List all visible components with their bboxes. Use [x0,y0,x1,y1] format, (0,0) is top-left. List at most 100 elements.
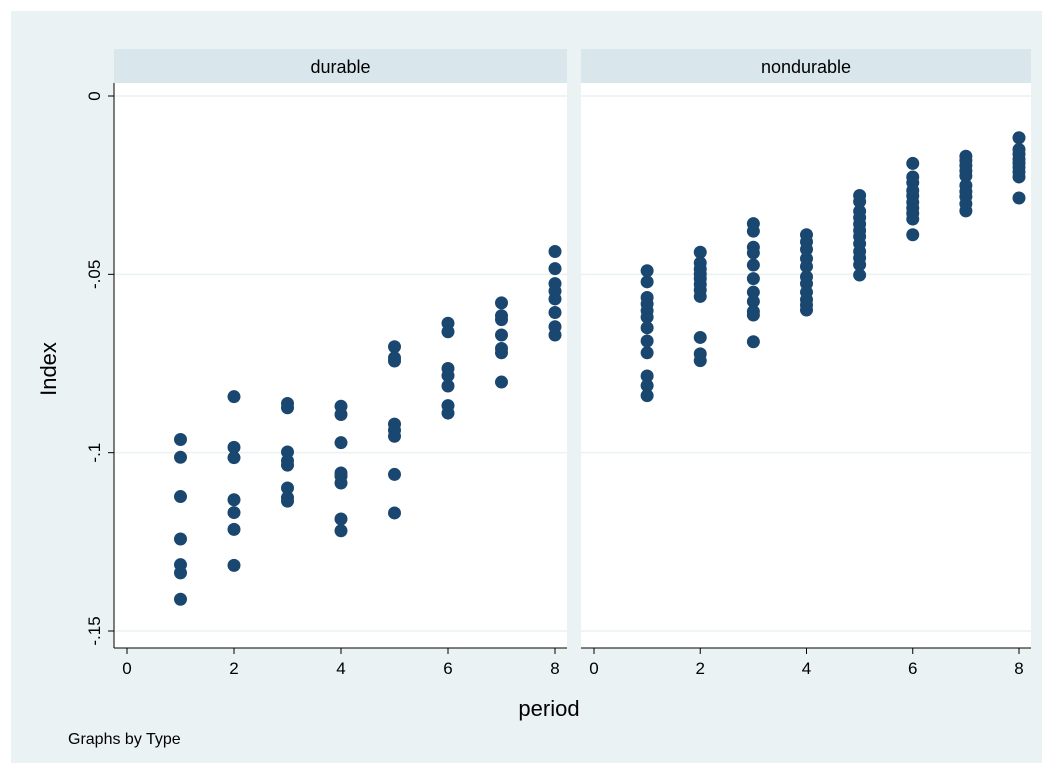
data-point [853,195,867,209]
data-point [441,369,455,383]
data-point [441,406,455,420]
data-point [548,305,562,319]
data-point [640,379,654,393]
x-tick-label: 0 [589,659,598,678]
data-point [388,340,401,354]
data-point [334,436,348,450]
data-point [227,558,241,572]
y-tick-label: -.1 [85,443,104,463]
data-point [640,389,654,403]
panel-nondurable: nondurable 0 2 4 6 8 [581,49,1031,678]
x-tick-label: 2 [229,659,238,678]
data-point [227,493,241,507]
data-point [548,328,562,342]
data-point [281,401,294,415]
x-tick-label: 8 [550,659,559,678]
data-point [800,259,813,273]
data-point [640,264,654,278]
data-point [1012,131,1026,145]
data-point [441,379,455,393]
data-point [640,346,654,360]
data-point [281,481,294,495]
data-point [174,592,187,606]
data-point [227,522,241,536]
data-point [746,294,760,308]
data-point [640,369,654,383]
data-point [281,458,294,472]
data-point [388,429,401,443]
data-point [853,258,867,272]
data-point [227,390,241,404]
data-point [334,512,348,526]
data-point [334,524,348,538]
data-point [174,450,187,464]
x-tick-label: 0 [122,659,131,678]
data-point [693,245,707,259]
data-point [640,321,654,335]
y-axis-title: Index [36,342,61,396]
data-point [548,245,562,259]
data-point [281,494,294,508]
x-tick-label: 4 [336,659,345,678]
data-point [906,228,920,242]
panel-strip-label: durable [310,57,370,77]
data-point [693,289,707,303]
data-point [548,292,562,306]
data-point [853,268,867,282]
y-tick-label: -.15 [85,616,104,645]
data-point [495,296,508,310]
data-point [388,354,401,368]
data-point [548,262,562,276]
x-tick-label: 2 [696,659,705,678]
data-point [640,334,654,348]
data-point [640,275,654,289]
data-point [746,308,760,322]
data-point [334,408,348,422]
panels: durable 0 2 4 6 8 0 -.05 -.1 -.15 nondurable 0 2 4 6 8 [85,49,1031,678]
panel-durable: durable 0 2 4 6 8 0 -.05 -.1 -.15 [85,49,567,678]
x-axis-title: period [518,696,579,721]
data-point [746,285,760,299]
data-point [334,476,348,490]
data-point [174,432,187,446]
panel-strip [114,49,567,83]
data-point [495,375,508,389]
data-point [906,156,920,170]
x-tick-label: 6 [443,659,452,678]
data-point [959,204,973,218]
x-tick-label: 8 [1014,659,1023,678]
data-point [959,169,973,183]
y-tick-label: 0 [85,91,104,100]
data-point [746,335,760,349]
data-point [495,328,508,342]
data-point [906,212,920,226]
data-point [746,272,760,286]
data-point [1012,170,1026,184]
data-point [640,310,654,324]
data-point [441,325,455,339]
data-point [495,346,508,360]
data-point [227,440,241,454]
plot-area [114,83,567,648]
data-point [388,467,401,481]
x-tick-label: 4 [802,659,811,678]
data-point [388,506,401,520]
data-point [495,313,508,327]
data-point [227,506,241,520]
panel-strip [581,49,1031,83]
data-point [174,566,187,580]
data-point [174,490,187,504]
x-tick-label: 6 [908,659,917,678]
data-point [281,445,294,459]
data-point [800,303,813,317]
data-point [693,354,707,368]
data-point [800,242,813,256]
panel-strip-label: nondurable [761,57,851,77]
data-point [746,224,760,238]
graphs-by-note: Graphs by Type [68,731,181,748]
data-point [746,246,760,260]
data-point [227,451,241,465]
data-point [693,330,707,344]
data-point [746,258,760,272]
